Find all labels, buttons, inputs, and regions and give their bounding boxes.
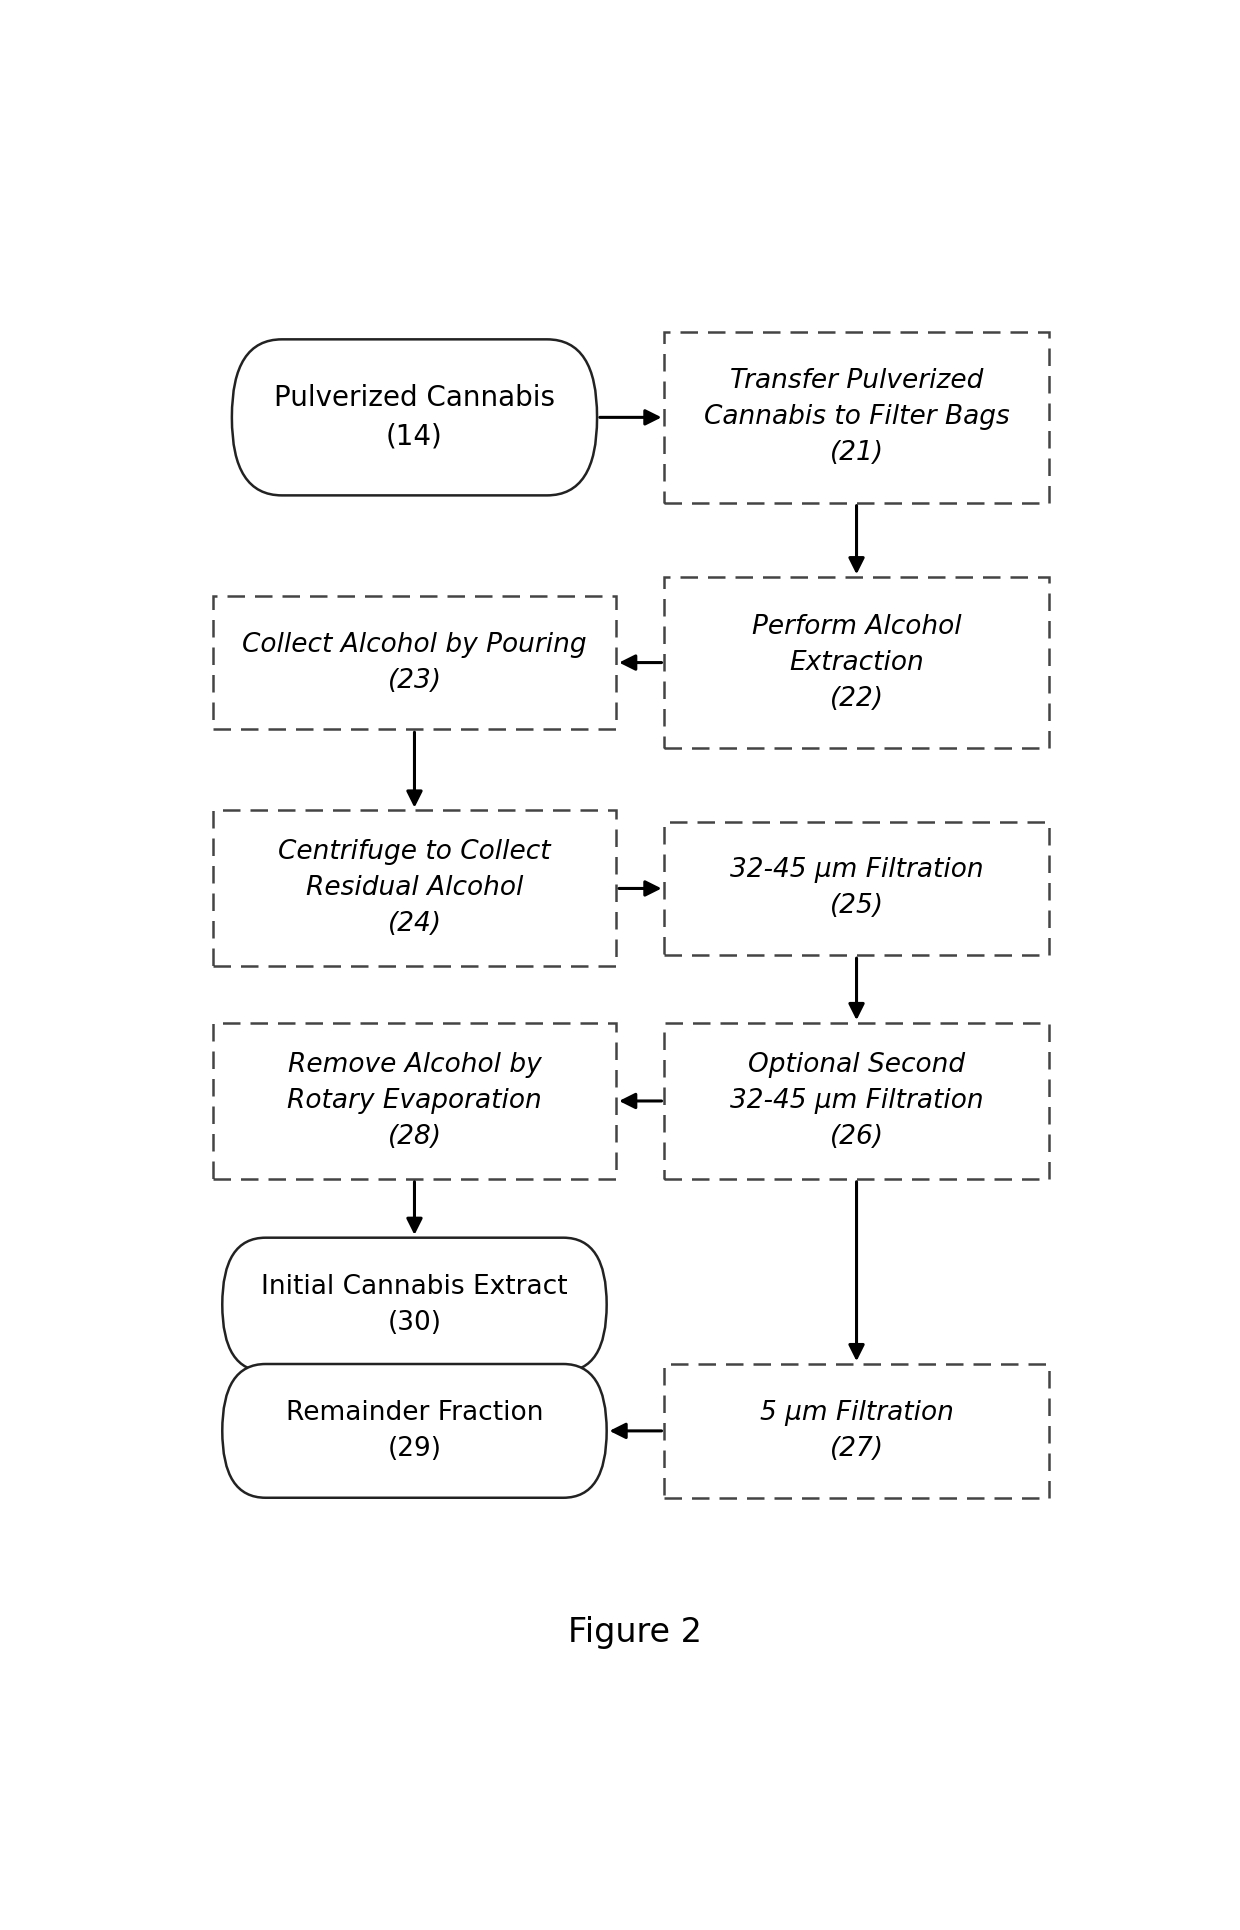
- Polygon shape: [665, 577, 1049, 749]
- Text: Centrifuge to Collect
Residual Alcohol
(24): Centrifuge to Collect Residual Alcohol (…: [278, 840, 551, 938]
- Text: 32-45 μm Filtration
(25): 32-45 μm Filtration (25): [729, 857, 983, 919]
- Text: Figure 2: Figure 2: [568, 1617, 703, 1650]
- Polygon shape: [213, 1023, 616, 1179]
- FancyBboxPatch shape: [222, 1365, 606, 1498]
- Text: Optional Second
32-45 μm Filtration
(26): Optional Second 32-45 μm Filtration (26): [729, 1052, 983, 1150]
- Polygon shape: [213, 811, 616, 967]
- Text: Pulverized Cannabis
(14): Pulverized Cannabis (14): [274, 384, 556, 452]
- Text: Transfer Pulverized
Cannabis to Filter Bags
(21): Transfer Pulverized Cannabis to Filter B…: [703, 369, 1009, 467]
- Polygon shape: [213, 596, 616, 730]
- Text: 5 μm Filtration
(27): 5 μm Filtration (27): [760, 1399, 954, 1461]
- Text: Initial Cannabis Extract
(30): Initial Cannabis Extract (30): [262, 1274, 568, 1336]
- Text: Perform Alcohol
Extraction
(22): Perform Alcohol Extraction (22): [751, 614, 961, 712]
- Polygon shape: [665, 332, 1049, 504]
- Text: Collect Alcohol by Pouring
(23): Collect Alcohol by Pouring (23): [242, 631, 587, 693]
- Polygon shape: [665, 1365, 1049, 1498]
- Polygon shape: [665, 822, 1049, 955]
- Text: Remove Alcohol by
Rotary Evaporation
(28): Remove Alcohol by Rotary Evaporation (28…: [288, 1052, 542, 1150]
- Text: Remainder Fraction
(29): Remainder Fraction (29): [285, 1399, 543, 1461]
- FancyBboxPatch shape: [222, 1237, 606, 1372]
- FancyBboxPatch shape: [232, 340, 596, 496]
- Polygon shape: [665, 1023, 1049, 1179]
